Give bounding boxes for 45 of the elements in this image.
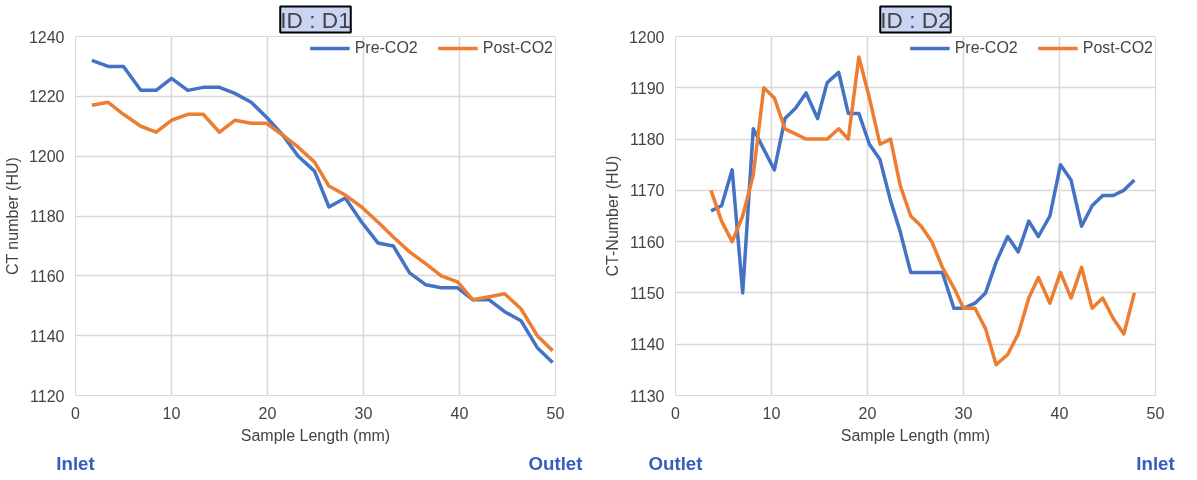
y-axis-title: CT number (HU) (3, 157, 21, 276)
y-tick-label: 1120 (30, 387, 65, 405)
x-axis-title: Sample Length (mm) (840, 426, 991, 444)
y-tick-label: 1160 (630, 233, 665, 251)
x-tick-label: 30 (354, 404, 373, 422)
x-tick-label: 10 (762, 404, 781, 422)
y-tick-label: 1140 (630, 336, 665, 354)
chart-title: ID : D2 (880, 6, 951, 33)
x-tick-label: 40 (1050, 404, 1069, 422)
y-axis-title: CT-Number (HU) (603, 155, 621, 277)
legend-label: Post-CO2 (482, 39, 553, 57)
x-tick-label: 30 (954, 404, 973, 422)
x-tick-label: 20 (258, 404, 277, 422)
y-tick-label: 1150 (630, 284, 665, 302)
x-tick-label: 50 (546, 404, 565, 422)
line-series (709, 70, 1137, 311)
x-tick-label: 0 (671, 404, 681, 422)
y-tick-label: 1190 (630, 79, 665, 97)
x-tick-label: 50 (1146, 404, 1165, 422)
x-axis-title: Sample Length (mm) (240, 426, 391, 444)
y-tick-label: 1170 (630, 182, 665, 200)
y-tick-label: 1160 (30, 267, 65, 285)
legend-label: Pre-CO2 (354, 39, 418, 57)
y-tick-label: 1200 (28, 148, 65, 166)
x-tick-label: 20 (858, 404, 877, 422)
text: Inlet (1136, 452, 1175, 474)
y-tick-label: 1180 (30, 208, 65, 225)
line-series (90, 100, 555, 353)
y-tick-label: 1240 (28, 28, 65, 46)
y-tick-label: 1130 (630, 387, 665, 405)
x-tick-label: 40 (450, 404, 469, 422)
y-tick-label: 1200 (628, 28, 665, 46)
text: Outlet (528, 452, 583, 474)
chart-title: ID : D1 (280, 6, 351, 33)
x-tick-label: 10 (162, 404, 181, 422)
legend-label: Post-CO2 (1082, 39, 1153, 57)
line-series (709, 55, 1137, 367)
y-tick-label: 1180 (630, 131, 665, 149)
y-tick-label: 1140 (30, 327, 65, 345)
line-series (90, 58, 555, 365)
x-tick-label: 0 (71, 404, 81, 422)
legend-label: Pre-CO2 (954, 39, 1018, 57)
text: Inlet (56, 452, 95, 474)
y-tick-label: 1220 (28, 88, 65, 106)
text: Outlet (648, 452, 703, 474)
